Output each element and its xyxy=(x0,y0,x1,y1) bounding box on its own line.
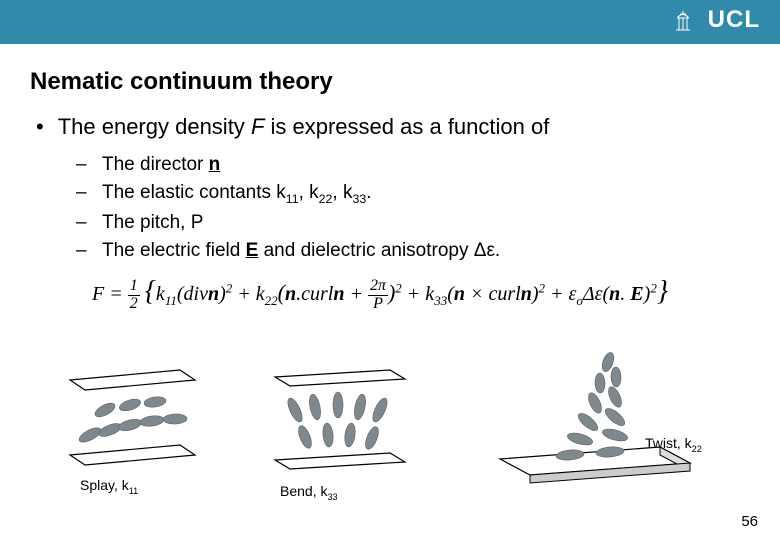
sb1-prefix: The director xyxy=(102,154,209,175)
bullet-dot-icon: • xyxy=(36,114,44,140)
slide-root: UCL Nematic continuum theory • The energ… xyxy=(0,0,780,540)
splay-label: Splay, k11 xyxy=(80,477,138,496)
sb4-var: E xyxy=(246,240,259,261)
bend-label: Bend, k33 xyxy=(280,483,338,502)
splay-label-text: Splay, k xyxy=(80,477,129,493)
page-number: 56 xyxy=(741,513,758,530)
dash-icon: – xyxy=(76,154,90,176)
bend-svg xyxy=(260,365,430,480)
twist-svg xyxy=(480,347,710,492)
sub-bullet-4: – The electric field E and dielectric an… xyxy=(76,240,780,262)
slide-title: Nematic continuum theory xyxy=(30,68,780,96)
twist-diagram: Twist, k22 xyxy=(480,347,710,507)
sub-bullet-1-text: The director n xyxy=(102,154,220,176)
sub-bullet-2: – The elastic contants k11, k22, k33. xyxy=(76,182,780,206)
sub-bullet-list: – The director n – The elastic contants … xyxy=(76,154,780,262)
main-bullet: • The energy density F is expressed as a… xyxy=(36,114,780,140)
bend-diagram: Bend, k33 xyxy=(260,365,430,505)
twist-label-text: Twist, k xyxy=(645,435,692,451)
splay-svg xyxy=(60,365,230,475)
main-bullet-suffix: is expressed as a function of xyxy=(264,114,549,139)
splay-diagram: Splay, k11 xyxy=(60,365,230,495)
sub-bullet-3-text: The pitch, P xyxy=(102,212,203,234)
sub-bullet-2-text: The elastic contants k11, k22, k33. xyxy=(102,182,371,206)
bend-label-text: Bend, k xyxy=(280,483,327,499)
ucl-logo: UCL xyxy=(708,6,760,34)
dash-icon: – xyxy=(76,240,90,262)
sb4-suffix: and dielectric anisotropy Δε. xyxy=(258,240,500,261)
main-bullet-prefix: The energy density xyxy=(58,114,251,139)
sb1-var: n xyxy=(209,154,221,175)
sub-bullet-3: – The pitch, P xyxy=(76,212,780,234)
sub-bullet-4-text: The electric field E and dielectric anis… xyxy=(102,240,500,262)
formula-text: F = 12 {k11(divn)2 + k22(n.curln + 2πP)2… xyxy=(92,283,668,305)
sub-bullet-1: – The director n xyxy=(76,154,780,176)
ucl-dome-icon xyxy=(674,10,692,32)
sb4-prefix: The electric field xyxy=(102,240,246,261)
header-bar: UCL xyxy=(0,0,780,44)
dash-icon: – xyxy=(76,182,90,206)
splay-label-sub: 11 xyxy=(129,486,138,496)
content-area: • The energy density F is expressed as a… xyxy=(36,114,780,313)
main-bullet-var: F xyxy=(251,114,264,139)
formula: F = 12 {k11(divn)2 + k22(n.curln + 2πP)2… xyxy=(92,276,780,313)
dash-icon: – xyxy=(76,212,90,234)
main-bullet-text: The energy density F is expressed as a f… xyxy=(58,114,550,140)
bend-label-sub: 33 xyxy=(327,492,337,502)
twist-label-sub: 22 xyxy=(692,444,702,454)
twist-label: Twist, k22 xyxy=(645,435,702,454)
diagram-row: Splay, k11 xyxy=(60,365,720,520)
